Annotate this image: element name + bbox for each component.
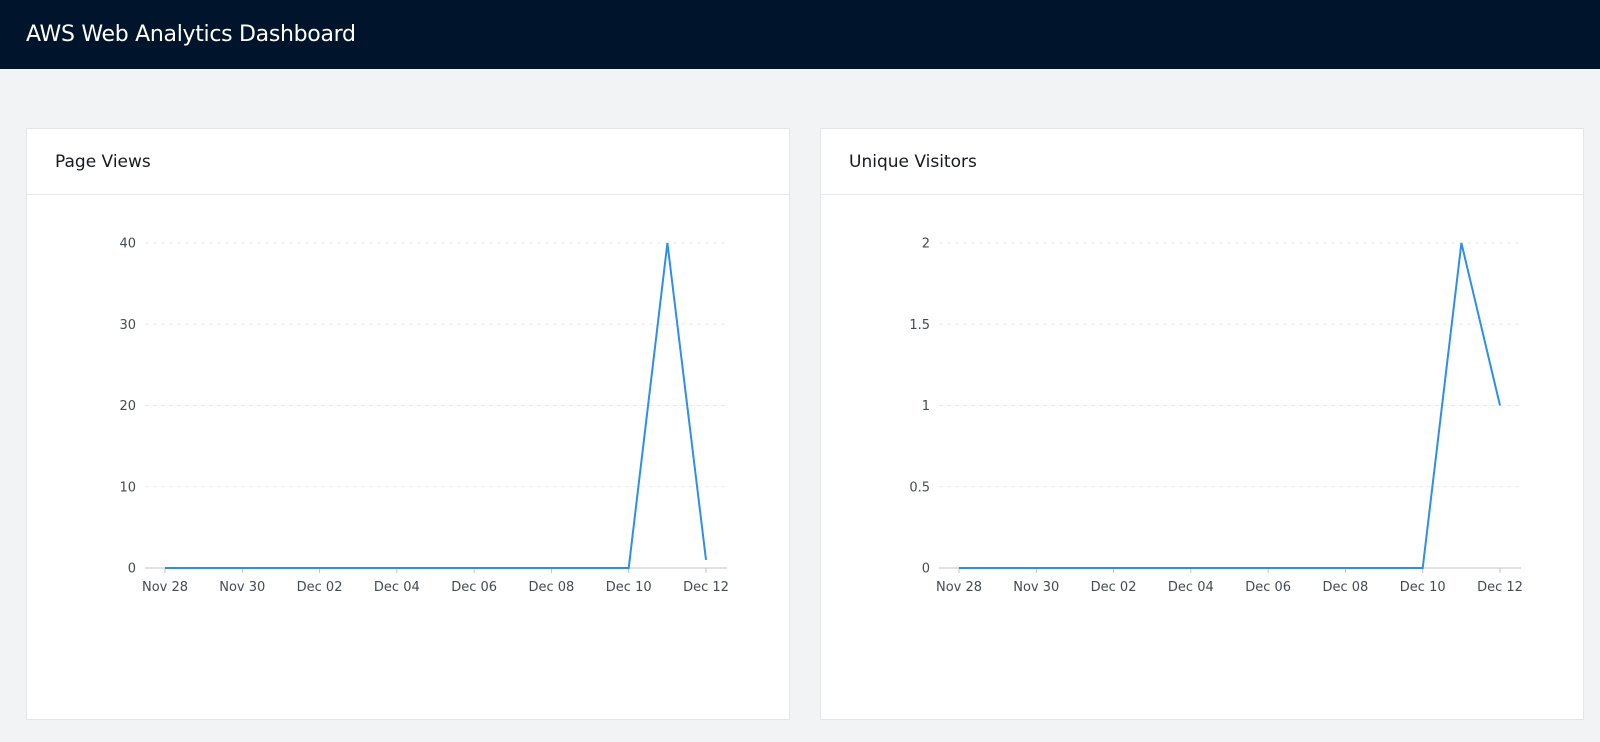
x-tick-label: Nov 28	[936, 580, 982, 595]
y-tick-label: 0.5	[909, 480, 930, 495]
y-tick-label: 0	[128, 562, 136, 577]
y-tick-label: 20	[119, 399, 136, 414]
x-tick-label: Dec 10	[1400, 580, 1446, 595]
panel-header: Unique Visitors	[821, 129, 1583, 195]
x-tick-label: Dec 04	[1168, 580, 1214, 595]
y-tick-label: 1	[922, 399, 930, 414]
panel-header: Page Views	[27, 129, 789, 195]
page-views-panel: Page Views 0 10 20 30 40 Nov 28 Nov 30 Dec 02 De…	[26, 128, 790, 720]
x-tick-label: Dec 06	[451, 580, 497, 595]
panel-title-unique-visitors: Unique Visitors	[849, 151, 977, 172]
x-tick-label: Dec 06	[1245, 580, 1291, 595]
x-tick-label: Dec 08	[529, 580, 575, 595]
x-tick-label: Nov 30	[219, 580, 265, 595]
x-tick-label: Dec 02	[297, 580, 343, 595]
app-title: AWS Web Analytics Dashboard	[26, 22, 356, 47]
y-tick-label: 0	[922, 562, 930, 577]
y-tick-label: 2	[922, 237, 930, 252]
unique-visitors-panel: Unique Visitors 0 0.5 1 1.5 2 Nov 28 Nov 30 Dec…	[820, 128, 1584, 720]
x-tick-label: Dec 08	[1323, 580, 1369, 595]
x-tick-label: Dec 10	[606, 580, 652, 595]
top-header-bar: AWS Web Analytics Dashboard	[0, 0, 1600, 69]
y-tick-label: 30	[119, 318, 136, 333]
x-tick-label: Dec 04	[374, 580, 420, 595]
x-tick-label: Nov 28	[142, 580, 188, 595]
unique-visitors-chart: 0 0.5 1 1.5 2 Nov 28 Nov 30 Dec 02 Dec 04 Dec 06 D…	[909, 237, 1523, 596]
panel-title-page-views: Page Views	[55, 151, 151, 172]
x-tick-label: Dec 02	[1091, 580, 1137, 595]
y-tick-label: 40	[119, 237, 136, 252]
x-tick-label: Dec 12	[1477, 580, 1523, 595]
series-line	[165, 242, 707, 569]
y-tick-label: 10	[119, 480, 136, 495]
page-views-chart: 0 10 20 30 40 Nov 28 Nov 30 Dec 02 Dec 04 Dec 06 D…	[119, 237, 729, 596]
x-tick-label: Nov 30	[1013, 580, 1059, 595]
y-tick-label: 1.5	[909, 318, 930, 333]
series-line	[959, 242, 1501, 569]
x-tick-label: Dec 12	[683, 580, 729, 595]
